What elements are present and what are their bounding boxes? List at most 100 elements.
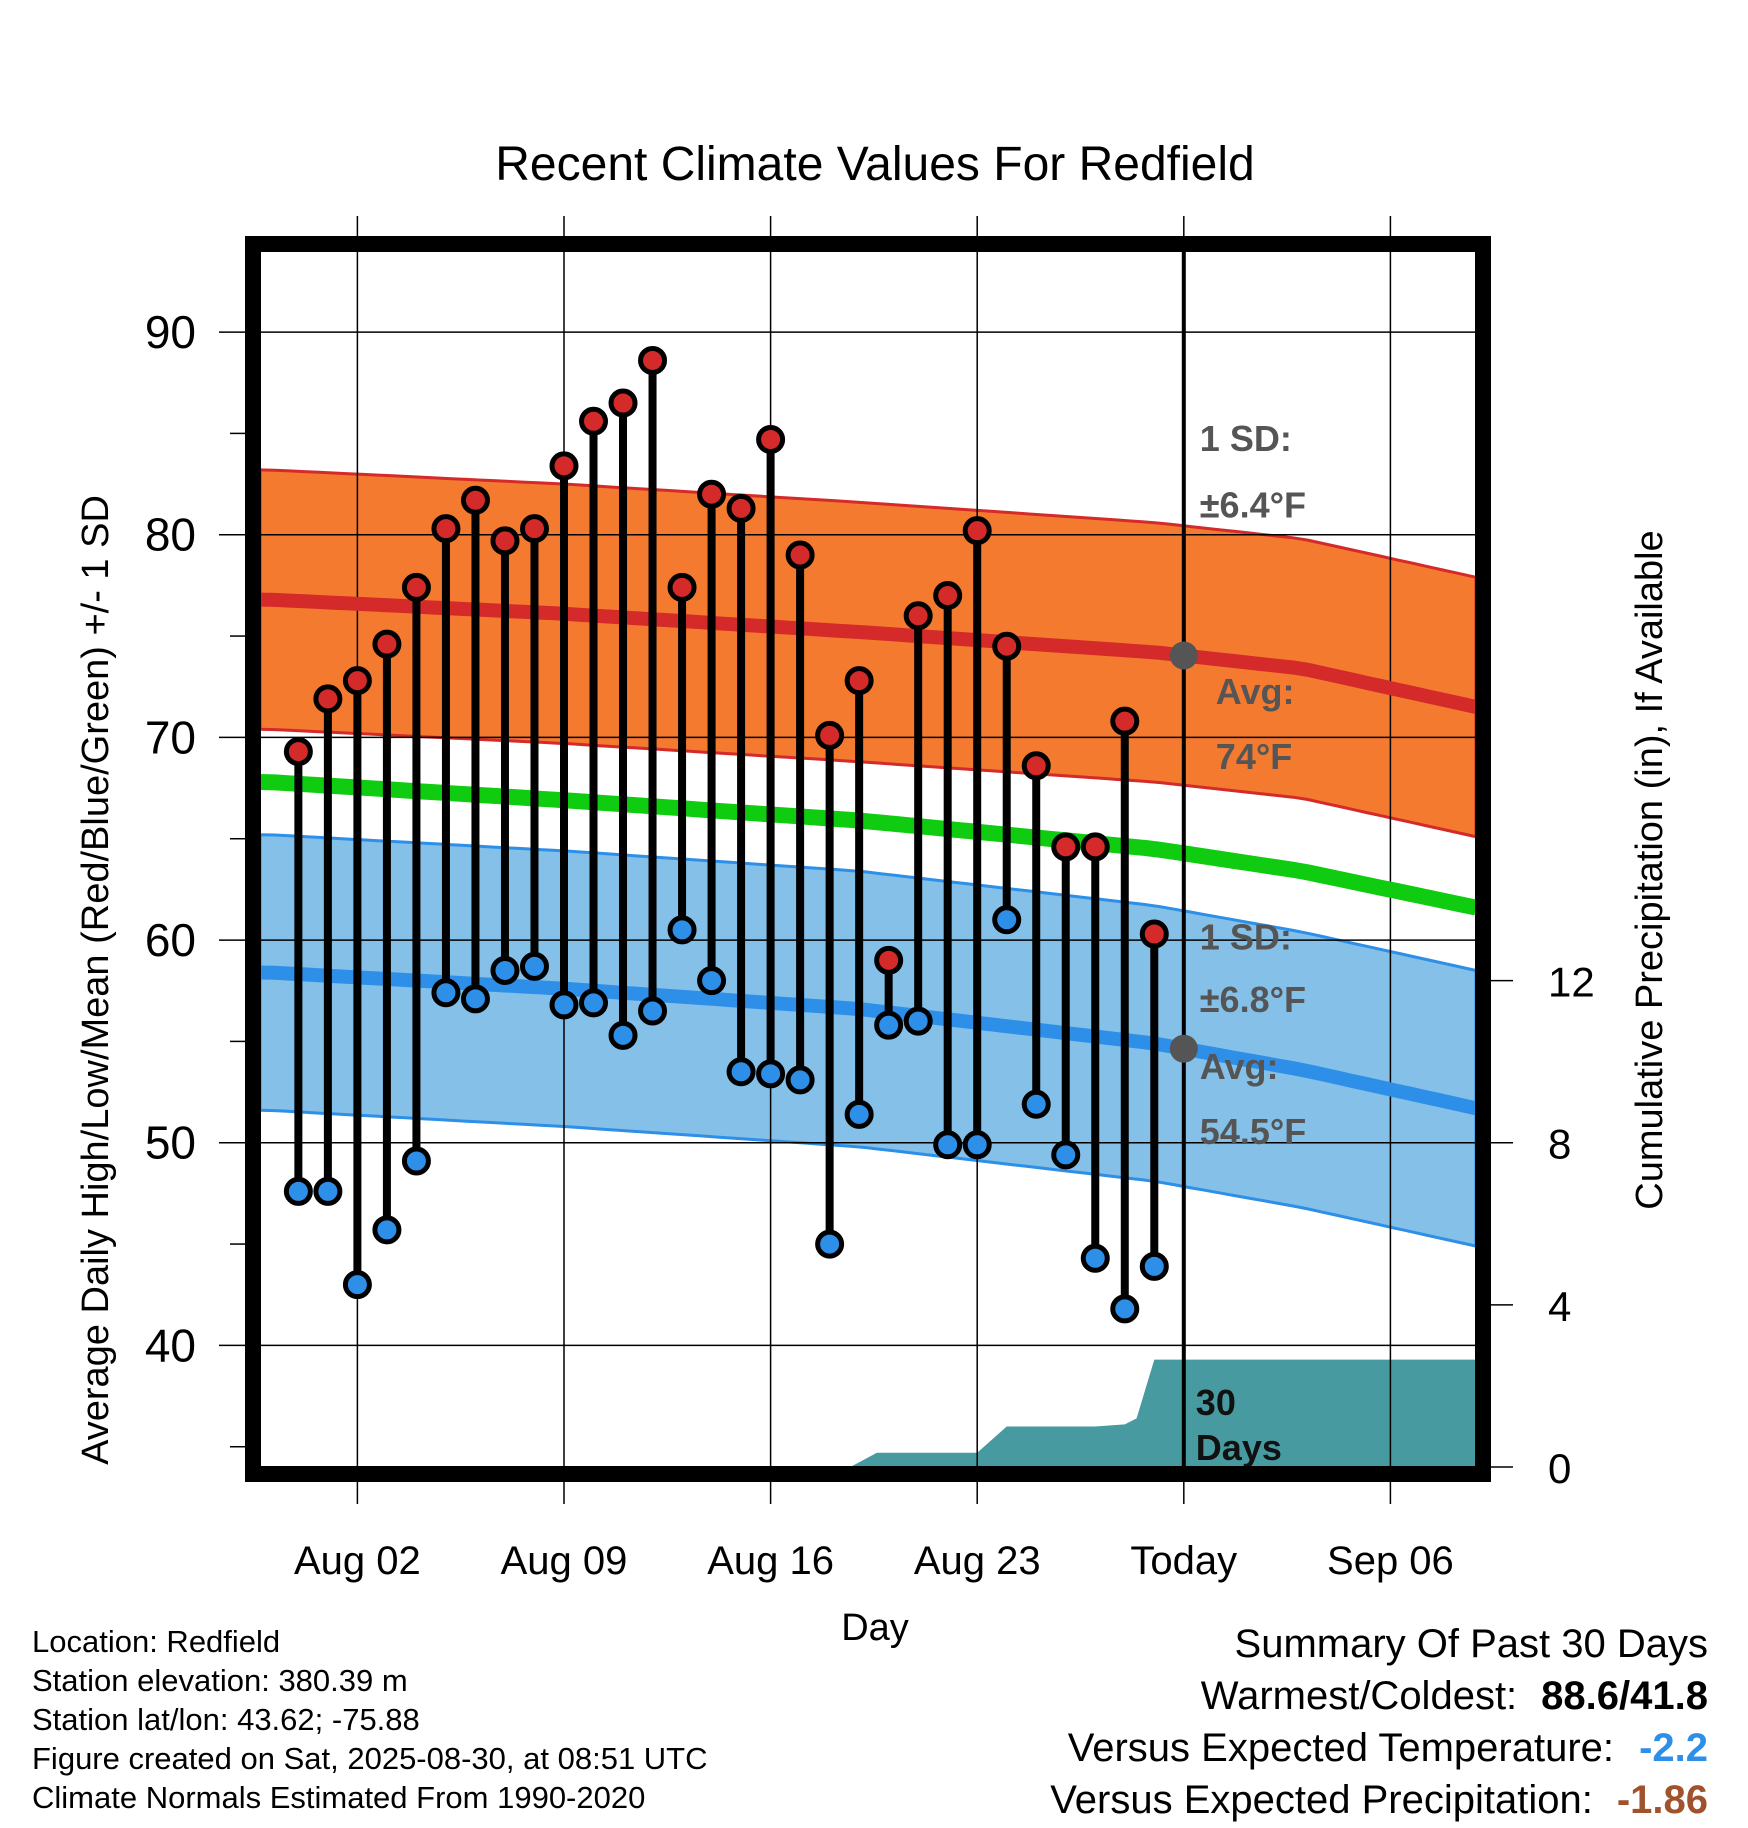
daily-low-point [992, 905, 1022, 935]
daily-low-point [431, 978, 461, 1008]
period-label-unit: Days [1196, 1427, 1282, 1468]
daily-low-point [933, 1130, 963, 1160]
low-sd-label: 1 SD: [1200, 916, 1292, 957]
daily-low-point [667, 915, 697, 945]
normals-period: Climate Normals Estimated From 1990-2020 [32, 1780, 646, 1815]
temp-value: -2.2 [1639, 1726, 1708, 1770]
y-axis-label-right: Cumulative Precipitation (in), If Availa… [1629, 530, 1671, 1209]
station-location: Location: Redfield [32, 1624, 281, 1659]
x-tick-label: Aug 09 [501, 1539, 628, 1583]
daily-low-point [401, 1146, 431, 1176]
normal-lines [259, 592, 1478, 1116]
daily-high-point [874, 945, 904, 975]
daily-high-point [962, 516, 992, 546]
daily-low-point [1080, 1243, 1110, 1273]
daily-low-point [579, 988, 609, 1018]
x-tick-label: Aug 02 [294, 1539, 421, 1583]
plot-border [245, 236, 1491, 1482]
daily-low-point [1139, 1251, 1169, 1281]
x-tick-label: Sep 06 [1327, 1539, 1454, 1583]
daily-high-point [401, 572, 431, 602]
precipitation-area [268, 1359, 1476, 1467]
y2-tick-label: 0 [1548, 1445, 1571, 1492]
daily-high-point [697, 479, 727, 509]
daily-high-point [667, 572, 697, 602]
daily-high-point [549, 451, 579, 481]
summary-temperature: Versus Expected Temperature: -2.2 [1050, 1722, 1708, 1774]
station-info: Location: Redfield Station elevation: 38… [32, 1622, 708, 1817]
figure-created: Figure created on Sat, 2025-08-30, at 08… [32, 1741, 708, 1776]
daily-low-point [874, 1010, 904, 1040]
y2-tick-label: 12 [1548, 959, 1595, 1006]
high-sd-value: ±6.4°F [1200, 485, 1306, 526]
temp-label: Versus Expected Temperature: [1067, 1726, 1614, 1770]
today-marker [1169, 251, 1198, 1467]
high-normal-line [259, 592, 1478, 714]
daily-high-point [579, 406, 609, 436]
daily-low-point [519, 951, 549, 981]
daily-high-point [490, 526, 520, 556]
annotations: 1 SD: ±6.4°F Avg: 74°F 1 SD: ±6.8°F Avg: 54.5°F… [1196, 418, 1306, 1468]
daily-low-point [1110, 1294, 1140, 1324]
daily-high-point [903, 601, 933, 631]
daily-high-point [460, 485, 490, 515]
daily-high-point [431, 514, 461, 544]
low-normal-line [259, 965, 1478, 1116]
today-low-normal-point [1169, 1034, 1198, 1063]
daily-high-point [372, 629, 402, 659]
daily-low-point [1021, 1089, 1051, 1119]
daily-high-point [1139, 919, 1169, 949]
daily-low-point [549, 990, 579, 1020]
summary-warmest-coldest: Warmest/Coldest: 88.6/41.8 [1050, 1670, 1708, 1722]
x-axis-ticks: Aug 02 Aug 09 Aug 16 Aug 23 Today Sep 06 [294, 1482, 1454, 1583]
daily-high-point [342, 666, 372, 696]
low-sd-value: ±6.8°F [1200, 979, 1306, 1020]
daily-low-point [726, 1057, 756, 1087]
x-tick-label: Today [1130, 1539, 1237, 1583]
warmest-coldest-value: 88.6/41.8 [1541, 1674, 1708, 1718]
precip-value: -1.86 [1616, 1778, 1708, 1822]
x-tick-label: Aug 16 [707, 1539, 834, 1583]
daily-low-point [903, 1006, 933, 1036]
daily-high-point [815, 720, 845, 750]
y-tick-label: 50 [145, 1117, 196, 1169]
daily-high-point [726, 493, 756, 523]
low-avg-value: 54.5°F [1200, 1111, 1306, 1152]
daily-high-point [844, 666, 874, 696]
y2-tick-label: 8 [1548, 1121, 1571, 1168]
daily-high-point [933, 581, 963, 611]
daily-low-point [1051, 1140, 1081, 1170]
plot-frame [245, 236, 1491, 1482]
daily-low-point [283, 1176, 313, 1206]
y-tick-label: 60 [145, 914, 196, 966]
y-tick-label: 90 [145, 306, 196, 358]
daily-low-point [756, 1059, 786, 1089]
y-tick-label: 80 [145, 509, 196, 561]
precipitation-fill [268, 1359, 1476, 1467]
daily-high-point [313, 684, 343, 714]
warmest-coldest-label: Warmest/Coldest: [1200, 1674, 1518, 1718]
daily-low-point [815, 1229, 845, 1259]
daily-low-point [342, 1270, 372, 1300]
daily-low-point [962, 1130, 992, 1160]
y-tick-label: 70 [145, 711, 196, 763]
high-avg-value: 74°F [1216, 736, 1292, 777]
daily-high-point [1021, 751, 1051, 781]
daily-high-point [1080, 832, 1110, 862]
daily-high-point [638, 345, 668, 375]
x-axis-label: Day [841, 1607, 909, 1649]
high-avg-label: Avg: [1216, 671, 1295, 712]
x-tick-label: Aug 23 [914, 1539, 1041, 1583]
y2-tick-label: 4 [1548, 1283, 1571, 1330]
daily-high-point [519, 514, 549, 544]
daily-low-point [313, 1176, 343, 1206]
daily-low-point [638, 996, 668, 1026]
summary-panel: Summary Of Past 30 Days Warmest/Coldest:… [1050, 1618, 1708, 1826]
mean-normal-line [259, 774, 1478, 916]
daily-high-point [756, 424, 786, 454]
daily-high-point [992, 631, 1022, 661]
daily-high-point [785, 540, 815, 570]
daily-low-point [490, 955, 520, 985]
summary-heading: Summary Of Past 30 Days [1234, 1622, 1708, 1666]
